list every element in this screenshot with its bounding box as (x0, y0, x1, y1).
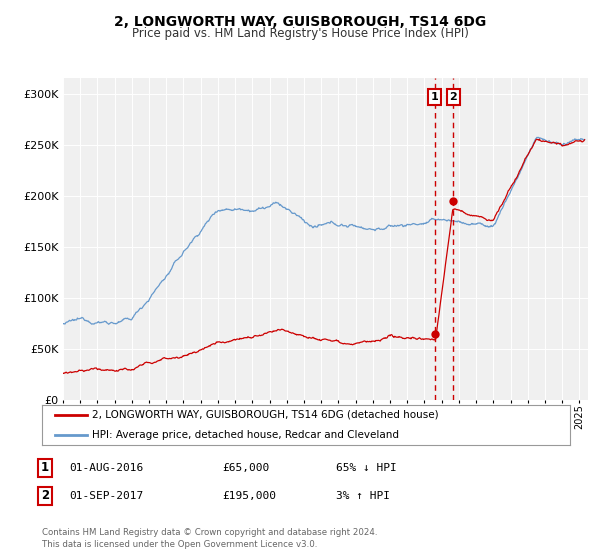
Text: Price paid vs. HM Land Registry's House Price Index (HPI): Price paid vs. HM Land Registry's House … (131, 27, 469, 40)
Text: HPI: Average price, detached house, Redcar and Cleveland: HPI: Average price, detached house, Redc… (92, 430, 399, 440)
Text: 01-SEP-2017: 01-SEP-2017 (69, 491, 143, 501)
Text: 65% ↓ HPI: 65% ↓ HPI (336, 463, 397, 473)
Text: 01-AUG-2016: 01-AUG-2016 (69, 463, 143, 473)
Text: 3% ↑ HPI: 3% ↑ HPI (336, 491, 390, 501)
Text: £65,000: £65,000 (222, 463, 269, 473)
Text: This data is licensed under the Open Government Licence v3.0.: This data is licensed under the Open Gov… (42, 540, 317, 549)
Text: 1: 1 (41, 461, 49, 474)
Text: Contains HM Land Registry data © Crown copyright and database right 2024.: Contains HM Land Registry data © Crown c… (42, 528, 377, 536)
Text: 2: 2 (449, 92, 457, 102)
Text: 2, LONGWORTH WAY, GUISBOROUGH, TS14 6DG (detached house): 2, LONGWORTH WAY, GUISBOROUGH, TS14 6DG … (92, 410, 439, 420)
Text: 1: 1 (431, 92, 439, 102)
Text: 2: 2 (41, 489, 49, 502)
Text: 2, LONGWORTH WAY, GUISBOROUGH, TS14 6DG: 2, LONGWORTH WAY, GUISBOROUGH, TS14 6DG (114, 15, 486, 29)
Text: £195,000: £195,000 (222, 491, 276, 501)
